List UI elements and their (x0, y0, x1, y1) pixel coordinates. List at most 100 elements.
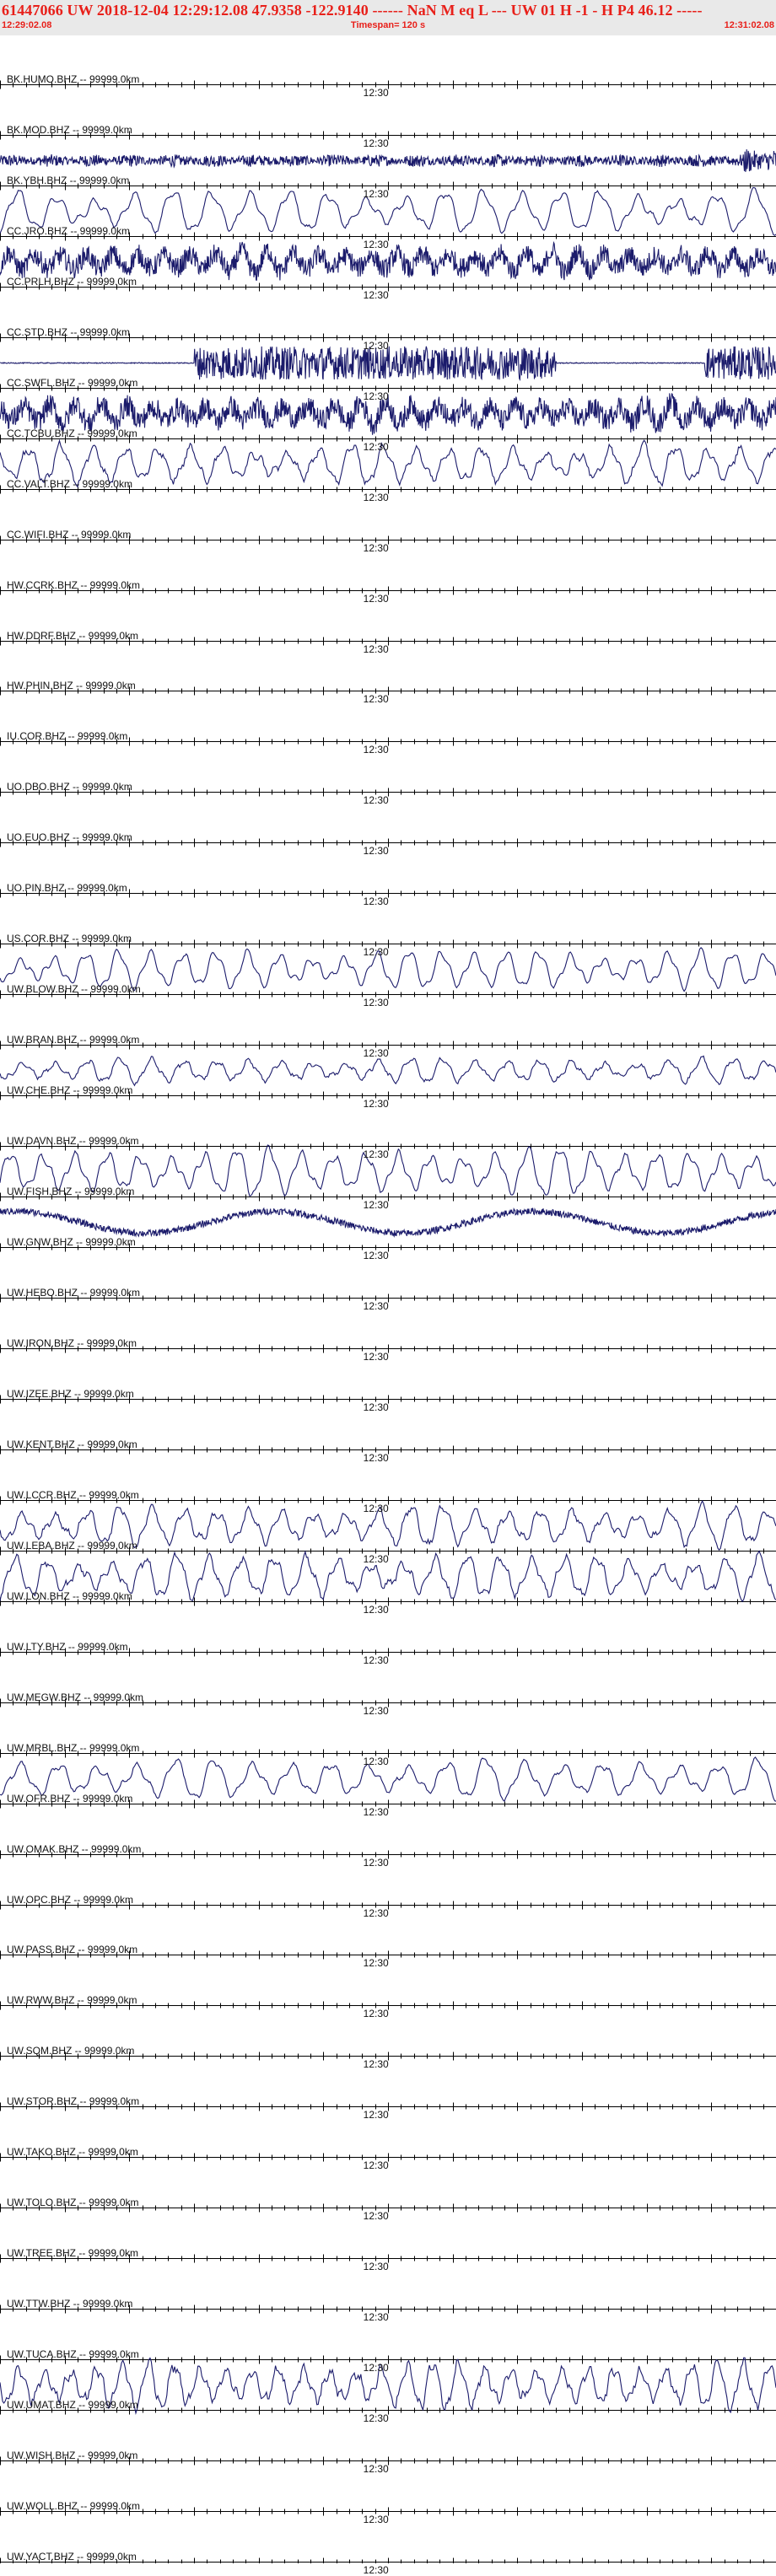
channel-uw-yact-bhz (0, 2558, 776, 2564)
time-ticks (1, 2204, 776, 2213)
time-ticks (1, 637, 776, 646)
channel-cc-swfl-bhz (0, 347, 776, 393)
channel-uw-lccr-bhz (0, 1497, 776, 1505)
channel-uw-mrbl-bhz (0, 1750, 776, 1758)
channel-uw-megw-bhz (0, 1699, 776, 1707)
channel-uw-pass-bhz (0, 1951, 776, 1960)
waveform (0, 242, 776, 281)
time-ticks (1, 2558, 776, 2564)
time-ticks (1, 2255, 776, 2263)
channel-uw-iron-bhz (0, 1345, 776, 1353)
channel-cc-jro-bhz (0, 188, 776, 241)
seismogram-traces (0, 35, 776, 2563)
time-ticks (1, 1547, 776, 1556)
time-ticks (1, 2305, 776, 2314)
channel-uw-opc-bhz (0, 1901, 776, 1910)
channel-iu-cor-bhz (0, 738, 776, 746)
time-ticks (1, 1092, 776, 1100)
time-ticks (1, 1143, 776, 1151)
channel-cc-std-bhz (0, 334, 776, 342)
time-ticks (1, 2508, 776, 2516)
time-ticks (1, 1446, 776, 1455)
channel-uw-sqm-bhz (0, 2052, 776, 2061)
time-ticks (1, 2103, 776, 2111)
channel-hw-ccrk-bhz (0, 587, 776, 595)
time-ticks (1, 2154, 776, 2162)
channel-uw-lty-bhz (0, 1648, 776, 1657)
time-ticks (1, 1699, 776, 1707)
time-ticks (1, 1800, 776, 1809)
channel-bk-ybh-bhz (0, 149, 776, 190)
time-ticks (1, 283, 776, 292)
channel-cc-tcbu-bhz (0, 393, 776, 443)
event-summary: 61447066 UW 2018-12-04 12:29:12.08 47.93… (2, 2, 774, 19)
time-ticks (1, 435, 776, 444)
time-ticks (1, 132, 776, 140)
time-ticks (1, 334, 776, 342)
waveform (0, 948, 776, 992)
time-ticks (1, 1345, 776, 1353)
timespan-label: Timespan= 120 s (0, 20, 776, 30)
channel-uw-che-bhz (0, 1056, 776, 1100)
time-ticks (1, 2002, 776, 2010)
channel-uw-hebo-bhz (0, 1294, 776, 1303)
time-ticks (1, 182, 776, 191)
channel-uw-wish-bhz (0, 2457, 776, 2466)
channel-uw-davn-bhz (0, 1143, 776, 1151)
time-ticks (1, 81, 776, 89)
channel-uw-woll-bhz (0, 2508, 776, 2516)
channel-cc-prlh-bhz (0, 242, 776, 292)
channel-uw-ofr-bhz (0, 1757, 776, 1809)
waveform (0, 1501, 776, 1550)
channel-us-cor-bhz (0, 940, 776, 949)
time-ticks (1, 233, 776, 241)
time-ticks (1, 991, 776, 999)
time-ticks (1, 738, 776, 746)
waveform (0, 393, 776, 434)
time-ticks (1, 1851, 776, 1859)
time-ticks (1, 1193, 776, 1202)
time-ticks (1, 1396, 776, 1404)
time-ticks (1, 1901, 776, 1910)
waveform (0, 2358, 776, 2413)
time-ticks (1, 687, 776, 696)
time-tick-label: 12:30 (364, 2565, 389, 2575)
channel-uw-rww-bhz (0, 2002, 776, 2010)
time-ticks (1, 1750, 776, 1758)
time-ticks (1, 385, 776, 393)
channel-uw-tuca-bhz (0, 2356, 776, 2364)
channel-uo-euo-bhz (0, 839, 776, 847)
time-ticks (1, 2407, 776, 2415)
channel-cc-valt-bhz (0, 440, 776, 493)
channel-uo-pin-bhz (0, 890, 776, 898)
waveform (0, 1552, 776, 1602)
time-ticks (1, 940, 776, 949)
time-ticks (1, 2457, 776, 2466)
waveform (0, 188, 776, 236)
channel-bk-humo-bhz (0, 81, 776, 89)
time-ticks (1, 839, 776, 847)
channel-hw-ddrf-bhz (0, 637, 776, 646)
time-ticks (1, 1041, 776, 1050)
channel-uw-izee-bhz (0, 1396, 776, 1404)
time-ticks (1, 1244, 776, 1252)
channel-uw-leba-bhz (0, 1501, 776, 1555)
waveform (0, 1208, 776, 1237)
time-ticks (1, 788, 776, 797)
channel-uw-lon-bhz (0, 1552, 776, 1606)
waveform (0, 347, 776, 379)
channel-uw-fish-bhz (0, 1145, 776, 1202)
waveform (0, 1757, 776, 1801)
channel-uw-blow-bhz (0, 948, 776, 999)
waveform (0, 1145, 776, 1196)
waveform (0, 1056, 776, 1085)
channel-uw-kent-bhz (0, 1446, 776, 1455)
time-ticks (1, 1497, 776, 1505)
channel-hw-phin-bhz (0, 687, 776, 696)
channel-uw-umat-bhz (0, 2358, 776, 2414)
time-ticks (1, 587, 776, 595)
time-ticks (1, 890, 776, 898)
waveform (0, 440, 776, 487)
time-ticks (1, 1951, 776, 1960)
